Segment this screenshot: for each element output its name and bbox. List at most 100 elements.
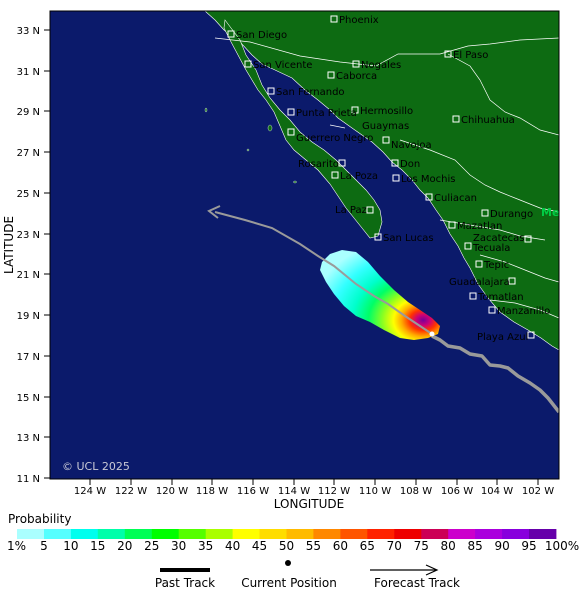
legend-title: Probability — [8, 512, 71, 526]
island — [246, 148, 250, 152]
past-track-line — [431, 334, 559, 414]
place-marker-guerrero-negro: Guerrero Negro — [287, 128, 373, 144]
svg-text:108 W: 108 W — [400, 486, 432, 497]
place-marker-san-fernando: San Fernando — [267, 87, 345, 98]
svg-text:Chihuahua: Chihuahua — [461, 115, 515, 126]
borders — [214, 37, 559, 319]
legend-swatch — [502, 529, 530, 539]
svg-text:Culiacan: Culiacan — [434, 193, 477, 204]
place-marker-punta-prieta: Punta Prieta — [287, 108, 357, 119]
place-marker-san-vicente: San Vicente — [244, 60, 312, 71]
legend-swatch — [367, 529, 395, 539]
legend-swatch — [151, 529, 180, 539]
place-marker-zacatecas: Zacatecas — [473, 233, 532, 244]
place-marker-chihuahua: Chihuahua — [452, 115, 515, 126]
svg-text:Guaymas: Guaymas — [362, 121, 409, 132]
lat-axis: 33 N 31 N 29 N 27 N 25 N 23 N 21 N 19 N … — [17, 26, 50, 485]
legend-label: 85 — [467, 539, 482, 553]
forecast-arrowhead — [207, 205, 221, 219]
y-axis-title: LATITUDE — [2, 216, 16, 274]
lon-tick: 106 W — [441, 479, 473, 497]
svg-text:San Lucas: San Lucas — [383, 233, 434, 244]
lon-tick: 112 W — [318, 479, 350, 497]
place-marker-playa-azul: Playa Azul — [477, 331, 535, 343]
lon-tick: 102 W — [522, 479, 554, 497]
place-marker-san-diego: San Diego — [227, 30, 287, 41]
legend-swatch — [448, 529, 476, 539]
svg-text:Nogales: Nogales — [361, 60, 401, 71]
legend-label: 5 — [40, 539, 48, 553]
legend-label: 1% — [7, 539, 26, 553]
legend-label: 75 — [414, 539, 429, 553]
svg-text:118 W: 118 W — [196, 486, 228, 497]
place-marker-el-paso: El Paso — [444, 50, 488, 61]
place-marker-durango: Durango — [481, 209, 533, 220]
svg-text:Playa Azul: Playa Azul — [477, 332, 528, 343]
legend-label: 45 — [252, 539, 267, 553]
lat-tick: 31 N — [17, 67, 50, 78]
place-marker-tecuala: Tecuala — [464, 242, 510, 254]
current-position-marker — [429, 331, 435, 337]
svg-text:Mazatlan: Mazatlan — [457, 221, 502, 232]
legend-label: 55 — [306, 539, 321, 553]
edge-label: Me — [541, 206, 559, 219]
place-marker-mazatlan: Mazatlan — [448, 221, 502, 232]
current-position-key-label: Current Position — [241, 576, 337, 590]
lon-tick: 124 W — [74, 479, 106, 497]
legend-label: 30 — [171, 539, 186, 553]
legend-swatch — [529, 529, 557, 539]
svg-text:La Paz: La Paz — [335, 205, 367, 216]
lat-tick: 15 N — [17, 393, 50, 404]
place-marker-navojoa: Navojoa — [382, 136, 432, 151]
svg-text:15 N: 15 N — [17, 393, 40, 404]
mainland — [204, 11, 559, 351]
lon-tick: 108 W — [400, 479, 432, 497]
place-marker-caborca: Caborca — [327, 71, 377, 82]
legend-label: 90 — [494, 539, 509, 553]
svg-text:25 N: 25 N — [17, 189, 40, 200]
svg-text:116 W: 116 W — [237, 486, 269, 497]
lat-tick: 23 N — [17, 230, 50, 241]
lat-tick: 11 N — [17, 474, 50, 485]
legend-swatches — [17, 529, 557, 539]
island — [267, 124, 273, 132]
svg-text:San Fernando: San Fernando — [276, 87, 345, 98]
svg-text:29 N: 29 N — [17, 107, 40, 118]
place-marker-don: Don — [391, 159, 420, 170]
island — [204, 107, 208, 113]
lon-tick: 122 W — [115, 479, 147, 497]
svg-text:San Vicente: San Vicente — [253, 60, 312, 71]
legend-label: 60 — [333, 539, 348, 553]
current-position-key-dot — [285, 560, 291, 566]
svg-text:Punta Prieta: Punta Prieta — [296, 108, 357, 119]
svg-text:112 W: 112 W — [318, 486, 350, 497]
legend-label: 95 — [521, 539, 536, 553]
legend-swatch — [340, 529, 368, 539]
copyright: © UCL 2025 — [62, 460, 130, 473]
svg-text:104 W: 104 W — [481, 486, 513, 497]
svg-text:124 W: 124 W — [74, 486, 106, 497]
lon-tick: 116 W — [237, 479, 269, 497]
svg-text:El Paso: El Paso — [453, 50, 488, 61]
svg-text:27 N: 27 N — [17, 148, 40, 159]
place-marker-phoenix: Phoenix — [330, 15, 379, 26]
track-key: Past Track Current Position Forecast Tra… — [155, 560, 460, 590]
lat-tick: 17 N — [17, 352, 50, 363]
svg-text:Don: Don — [400, 159, 420, 170]
forecast-track-line — [214, 211, 433, 335]
legend-label: 80 — [441, 539, 456, 553]
svg-text:19 N: 19 N — [17, 311, 40, 322]
svg-text:Durango: Durango — [490, 209, 533, 220]
lon-tick: 110 W — [359, 479, 391, 497]
svg-text:Tomatlan: Tomatlan — [477, 292, 524, 303]
svg-text:Hermosillo: Hermosillo — [360, 106, 413, 117]
legend-swatch — [394, 529, 422, 539]
legend-swatch — [313, 529, 341, 539]
map-plot-area: Phoenix San Diego El Paso Nogales San Vi… — [50, 11, 559, 479]
legend-label: 50 — [279, 539, 294, 553]
svg-text:31 N: 31 N — [17, 67, 40, 78]
svg-text:110 W: 110 W — [359, 486, 391, 497]
svg-text:Manzanillo: Manzanillo — [497, 306, 550, 317]
forecast-track-key-arrowhead — [425, 564, 439, 576]
legend-label: 70 — [387, 539, 402, 553]
